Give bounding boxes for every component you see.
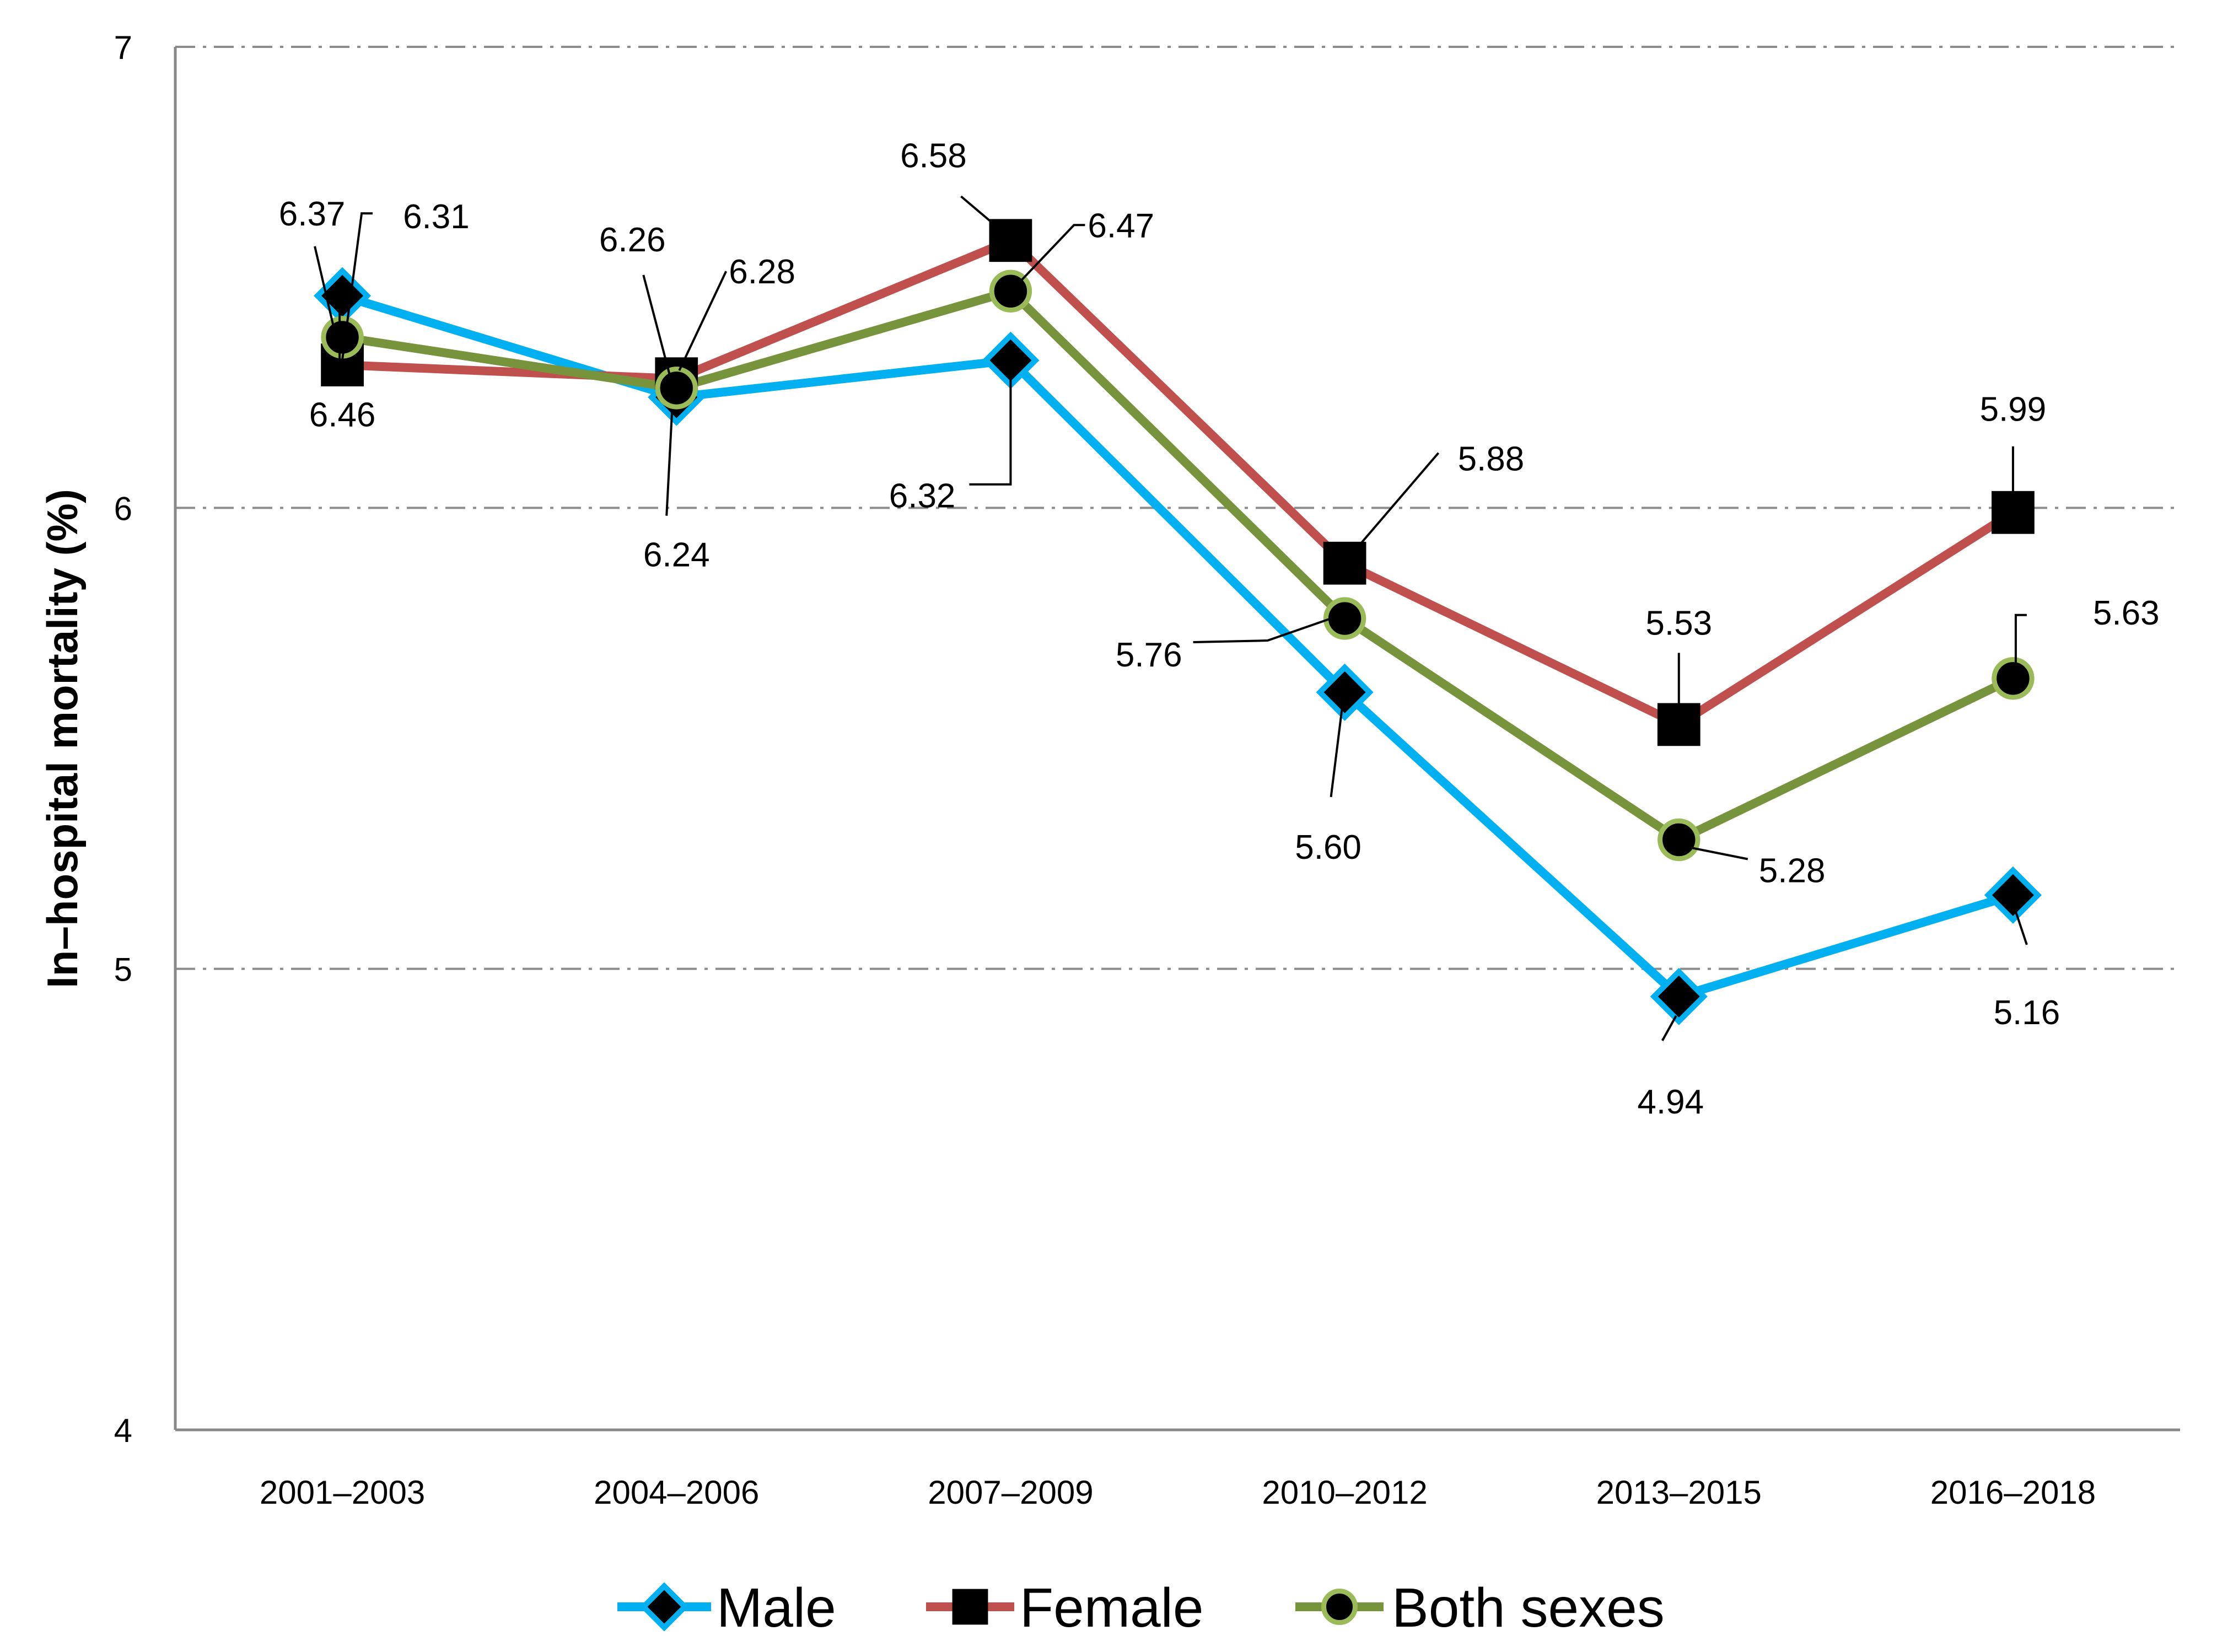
y-tick-label: 7 <box>114 29 132 66</box>
data-labels: 6.37 6.31 6.46 6.26 6.28 6.24 6.58 6.47 6.32 5.88… <box>279 137 2160 1121</box>
marker-male <box>1984 866 2042 924</box>
data-label: 5.63 <box>2093 594 2160 632</box>
marker-male <box>314 267 372 325</box>
marker-both-sexes <box>321 316 364 359</box>
x-tick-label: 2016–2018 <box>1930 1474 2096 1511</box>
x-tick-label: 2013–2015 <box>1596 1474 1762 1511</box>
data-label-leader <box>665 411 674 516</box>
data-label-leader <box>1355 452 1440 550</box>
data-label: 4.94 <box>1637 1083 1704 1121</box>
y-tick-label: 6 <box>114 490 132 527</box>
data-label-leader <box>678 271 728 372</box>
marker-female <box>1323 541 1366 585</box>
x-tick-label: 2010–2012 <box>1262 1474 1427 1511</box>
x-tick-labels: 2001–2003 2004–2006 2007–2009 2010–2012 2013… <box>260 1474 2096 1511</box>
legend-item-both-sexes: Both sexes <box>1295 1577 1665 1639</box>
data-label-leader <box>1692 847 1748 860</box>
data-label: 6.26 <box>599 221 666 259</box>
data-label: 5.60 <box>1295 828 1362 867</box>
gridlines <box>175 46 2180 970</box>
data-label: 6.28 <box>729 253 795 291</box>
legend-label: Both sexes <box>1392 1577 1665 1639</box>
data-label: 6.47 <box>1088 207 1154 245</box>
data-label: 5.99 <box>1980 391 2047 429</box>
data-label-leader <box>1193 617 1332 644</box>
data-label: 6.24 <box>643 536 710 574</box>
data-label: 6.37 <box>279 195 346 233</box>
data-label-leader <box>2015 911 2028 945</box>
data-label-leader <box>1330 708 1343 798</box>
marker-both-sexes <box>655 367 698 410</box>
axes <box>174 47 2180 1432</box>
data-label-leader <box>642 275 672 380</box>
data-label-leader <box>960 195 998 228</box>
series-line-both-sexes <box>338 287 2017 844</box>
legend-label: Male <box>717 1577 836 1639</box>
data-label: 6.32 <box>889 477 956 515</box>
data-label-leader <box>341 212 373 360</box>
data-label: 5.28 <box>1759 852 1826 890</box>
legend-item-female: Female <box>926 1577 1203 1639</box>
y-axis-title: In–hospital mortality (%) <box>38 489 87 988</box>
marker-both-sexes <box>1992 657 2035 700</box>
data-label: 6.58 <box>900 137 967 175</box>
data-label: 5.88 <box>1458 440 1525 478</box>
legend-label: Female <box>1020 1577 1203 1639</box>
series <box>314 219 2042 1025</box>
data-label: 5.76 <box>1116 636 1182 674</box>
x-tick-label: 2004–2006 <box>594 1474 759 1511</box>
legend-marker <box>1321 1589 1358 1625</box>
x-tick-label: 2007–2009 <box>928 1474 1093 1511</box>
data-label: 6.46 <box>309 396 376 434</box>
marker-female <box>1657 703 1701 746</box>
y-tick-label: 5 <box>114 951 132 988</box>
legend-marker <box>952 1589 988 1625</box>
data-label: 5.16 <box>1994 994 2060 1032</box>
marker-both-sexes <box>1323 597 1366 640</box>
y-tick-label: 4 <box>114 1412 132 1449</box>
data-label: 6.31 <box>403 198 470 236</box>
marker-male <box>1316 663 1374 721</box>
data-label-leader <box>1661 1015 1677 1041</box>
x-tick-label: 2001–2003 <box>260 1474 425 1511</box>
data-label-leader <box>1018 224 1085 284</box>
legend-marker <box>639 1582 689 1632</box>
marker-male <box>1650 967 1708 1025</box>
marker-female <box>1992 491 2035 534</box>
y-tick-labels: 4 5 6 7 <box>114 29 132 1449</box>
legend: Male Female Both sexes <box>617 1577 1665 1639</box>
legend-item-male: Male <box>617 1577 836 1639</box>
data-label-leader <box>2014 614 2027 665</box>
data-label-leader <box>969 379 1012 486</box>
data-label-leader <box>314 246 336 330</box>
marker-both-sexes <box>1658 818 1701 862</box>
data-label: 5.53 <box>1645 604 1712 642</box>
